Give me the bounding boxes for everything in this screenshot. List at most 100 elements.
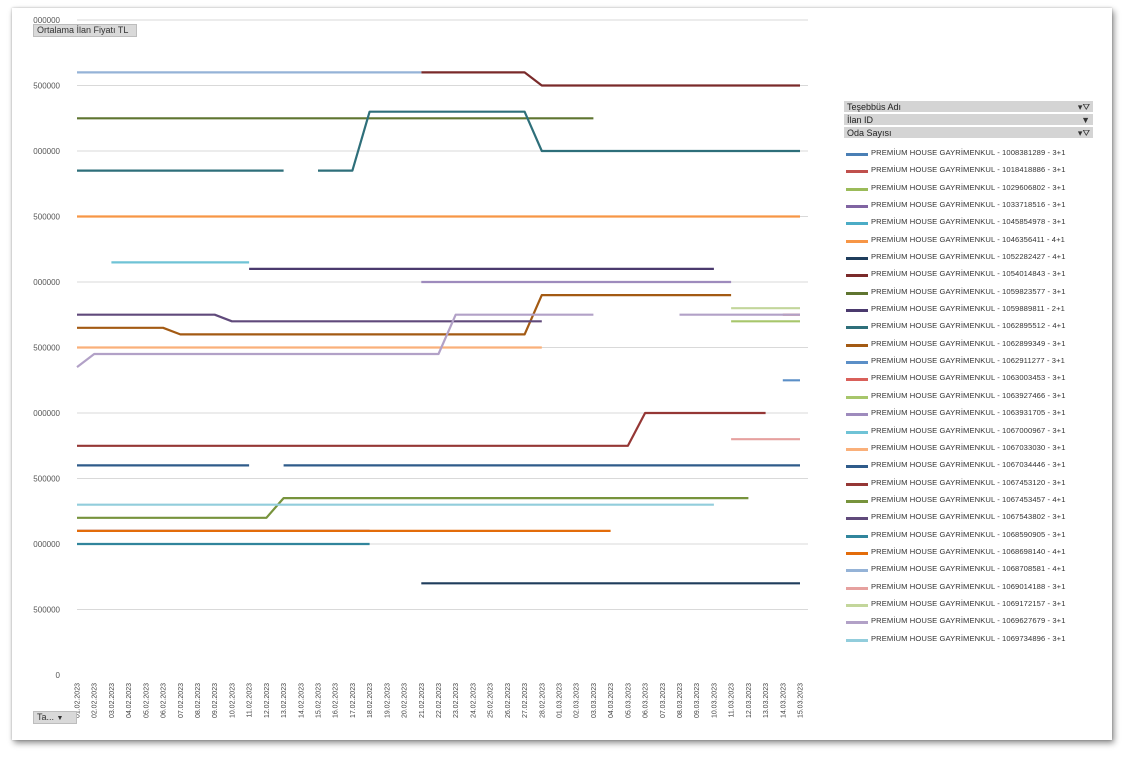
x-tick-label: 02.02.2023 bbox=[92, 683, 99, 718]
legend-item: PREMİUM HOUSE GAYRİMENKUL - 1069172157 -… bbox=[844, 597, 1099, 614]
legend-swatch bbox=[846, 430, 868, 434]
x-tick-label: 12.02.2023 bbox=[264, 683, 271, 718]
value-field-button[interactable]: Ortalama İlan Fiyatı TL bbox=[33, 24, 137, 37]
legend-label: PREMİUM HOUSE GAYRİMENKUL - 1068590905 -… bbox=[871, 529, 1066, 539]
y-tick-label: 000000 bbox=[33, 409, 60, 418]
legend-label: PREMİUM HOUSE GAYRİMENKUL - 1069627679 -… bbox=[871, 616, 1066, 626]
filter-label: Oda Sayısı bbox=[847, 128, 892, 138]
filter-tesebbus-adi[interactable]: Teşebbüs Adı ▾⛛ bbox=[844, 101, 1093, 113]
legend-swatch bbox=[846, 274, 868, 278]
legend-label: PREMİUM HOUSE GAYRİMENKUL - 1054014843 -… bbox=[871, 269, 1066, 279]
legend-item: PREMİUM HOUSE GAYRİMENKUL - 1029606802 -… bbox=[844, 181, 1099, 198]
legend-item: PREMİUM HOUSE GAYRİMENKUL - 1067000967 -… bbox=[844, 424, 1099, 441]
legend-swatch bbox=[846, 170, 868, 174]
x-tick-label: 19.02.2023 bbox=[384, 683, 391, 718]
legend-label: PREMİUM HOUSE GAYRİMENKUL - 1062911277 -… bbox=[871, 356, 1065, 366]
filter-icon[interactable]: ▾⛛ bbox=[1077, 102, 1090, 112]
x-tick-label: 01.03.2023 bbox=[557, 683, 564, 718]
legend-label: PREMİUM HOUSE GAYRİMENKUL - 1059889811 -… bbox=[871, 304, 1065, 314]
legend-item: PREMİUM HOUSE GAYRİMENKUL - 1008381289 -… bbox=[844, 146, 1099, 163]
legend-swatch bbox=[846, 621, 868, 625]
legend-item: PREMİUM HOUSE GAYRİMENKUL - 1046356411 -… bbox=[844, 233, 1099, 250]
legend-item: PREMİUM HOUSE GAYRİMENKUL - 1063931705 -… bbox=[844, 406, 1099, 423]
legend-item: PREMİUM HOUSE GAYRİMENKUL - 1068708581 -… bbox=[844, 562, 1099, 579]
y-tick-label: 500000 bbox=[33, 606, 60, 615]
x-tick-label: 28.02.2023 bbox=[539, 683, 546, 718]
legend-swatch bbox=[846, 153, 868, 156]
x-tick-label: 15.03.2023 bbox=[798, 683, 805, 718]
legend-swatch bbox=[846, 343, 868, 347]
legend-swatch bbox=[846, 326, 868, 330]
y-tick-label: 500000 bbox=[33, 213, 60, 222]
dropdown-icon: ▼ bbox=[56, 715, 64, 722]
axis-field-button[interactable]: Ta... ▼ bbox=[33, 711, 77, 724]
x-tick-label: 07.02.2023 bbox=[178, 683, 185, 718]
legend-label: PREMİUM HOUSE GAYRİMENKUL - 1063931705 -… bbox=[871, 408, 1066, 418]
legend-item: PREMİUM HOUSE GAYRİMENKUL - 1062895512 -… bbox=[844, 319, 1099, 336]
x-tick-label: 03.02.2023 bbox=[109, 683, 116, 718]
series-line bbox=[421, 71, 800, 87]
y-tick-label: 000000 bbox=[33, 278, 60, 287]
series-line bbox=[77, 313, 542, 323]
x-tick-label: 09.03.2023 bbox=[694, 683, 701, 718]
x-tick-label: 12.03.2023 bbox=[746, 683, 753, 718]
legend-label: PREMİUM HOUSE GAYRİMENKUL - 1062899349 -… bbox=[871, 338, 1066, 348]
legend-swatch bbox=[846, 291, 868, 295]
filter-oda-sayisi[interactable]: Oda Sayısı ▾⛛ bbox=[844, 127, 1093, 139]
legend-label: PREMİUM HOUSE GAYRİMENKUL - 1068708581 -… bbox=[871, 564, 1066, 574]
legend-swatch bbox=[846, 413, 868, 417]
legend-item: PREMİUM HOUSE GAYRİMENKUL - 1067453120 -… bbox=[844, 476, 1099, 493]
filter-icon[interactable]: ▾⛛ bbox=[1077, 128, 1090, 138]
legend-item: PREMİUM HOUSE GAYRİMENKUL - 1067033030 -… bbox=[844, 441, 1099, 458]
x-tick-label: 01.02.2023 bbox=[75, 683, 82, 718]
x-tick-label: 08.02.2023 bbox=[195, 683, 202, 718]
x-tick-label: 10.02.2023 bbox=[229, 683, 236, 718]
legend-swatch bbox=[846, 447, 868, 451]
y-tick-label: 0 bbox=[56, 671, 61, 680]
legend-label: PREMİUM HOUSE GAYRİMENKUL - 1059823577 -… bbox=[871, 286, 1066, 296]
legend-label: PREMİUM HOUSE GAYRİMENKUL - 1052282427 -… bbox=[871, 252, 1066, 262]
dropdown-icon[interactable]: ▼ bbox=[1081, 115, 1090, 125]
legend-swatch bbox=[846, 239, 868, 243]
x-tick-label: 16.02.2023 bbox=[333, 683, 340, 718]
legend-item: PREMİUM HOUSE GAYRİMENKUL - 1067543802 -… bbox=[844, 510, 1099, 527]
series-line bbox=[77, 497, 749, 519]
legend-item: PREMİUM HOUSE GAYRİMENKUL - 1067034446 -… bbox=[844, 458, 1099, 475]
x-tick-label: 13.03.2023 bbox=[763, 683, 770, 718]
legend-item: PREMİUM HOUSE GAYRİMENKUL - 1059889811 -… bbox=[844, 302, 1099, 319]
x-tick-label: 11.02.2023 bbox=[247, 683, 254, 718]
legend-item: PREMİUM HOUSE GAYRİMENKUL - 1069627679 -… bbox=[844, 614, 1099, 631]
x-tick-label: 26.02.2023 bbox=[505, 683, 512, 718]
legend-label: PREMİUM HOUSE GAYRİMENKUL - 1068698140 -… bbox=[871, 546, 1066, 556]
legend-swatch bbox=[846, 309, 868, 313]
x-tick-label: 14.03.2023 bbox=[780, 683, 787, 718]
legend-label: PREMİUM HOUSE GAYRİMENKUL - 1069172157 -… bbox=[871, 598, 1066, 608]
series-line bbox=[77, 294, 732, 336]
legend-item: PREMİUM HOUSE GAYRİMENKUL - 1059823577 -… bbox=[844, 285, 1099, 302]
x-tick-label: 10.03.2023 bbox=[711, 683, 718, 718]
legend-item: PREMİUM HOUSE GAYRİMENKUL - 1045854978 -… bbox=[844, 215, 1099, 232]
series-line bbox=[77, 411, 766, 447]
legend-swatch bbox=[846, 187, 868, 191]
x-tick-label: 25.02.2023 bbox=[488, 683, 495, 718]
x-tick-label: 07.03.2023 bbox=[660, 683, 667, 718]
filter-label: Teşebbüs Adı bbox=[847, 102, 902, 112]
y-tick-label: 500000 bbox=[33, 82, 60, 91]
legend-item: PREMİUM HOUSE GAYRİMENKUL - 1033718516 -… bbox=[844, 198, 1099, 215]
x-tick-label: 03.03.2023 bbox=[591, 683, 598, 718]
legend-swatch bbox=[846, 395, 868, 399]
legend-item: PREMİUM HOUSE GAYRİMENKUL - 1069014188 -… bbox=[844, 580, 1099, 597]
y-tick-label: 500000 bbox=[33, 344, 60, 353]
legend-item: PREMİUM HOUSE GAYRİMENKUL - 1054014843 -… bbox=[844, 267, 1099, 284]
legend-swatch bbox=[846, 638, 868, 642]
filter-ilan-id[interactable]: İlan ID ▼ bbox=[844, 114, 1093, 126]
legend-swatch bbox=[846, 586, 868, 590]
x-tick-label: 21.02.2023 bbox=[419, 683, 426, 718]
legend-item: PREMİUM HOUSE GAYRİMENKUL - 1067453457 -… bbox=[844, 493, 1099, 510]
legend-swatch bbox=[846, 603, 868, 607]
legend-label: PREMİUM HOUSE GAYRİMENKUL - 1029606802 -… bbox=[871, 182, 1066, 192]
axis-field-label: Ta... bbox=[37, 712, 55, 722]
legend-label: PREMİUM HOUSE GAYRİMENKUL - 1018418886 -… bbox=[871, 165, 1066, 175]
legend-label: PREMİUM HOUSE GAYRİMENKUL - 1067034446 -… bbox=[871, 460, 1066, 470]
legend-swatch bbox=[846, 378, 868, 382]
